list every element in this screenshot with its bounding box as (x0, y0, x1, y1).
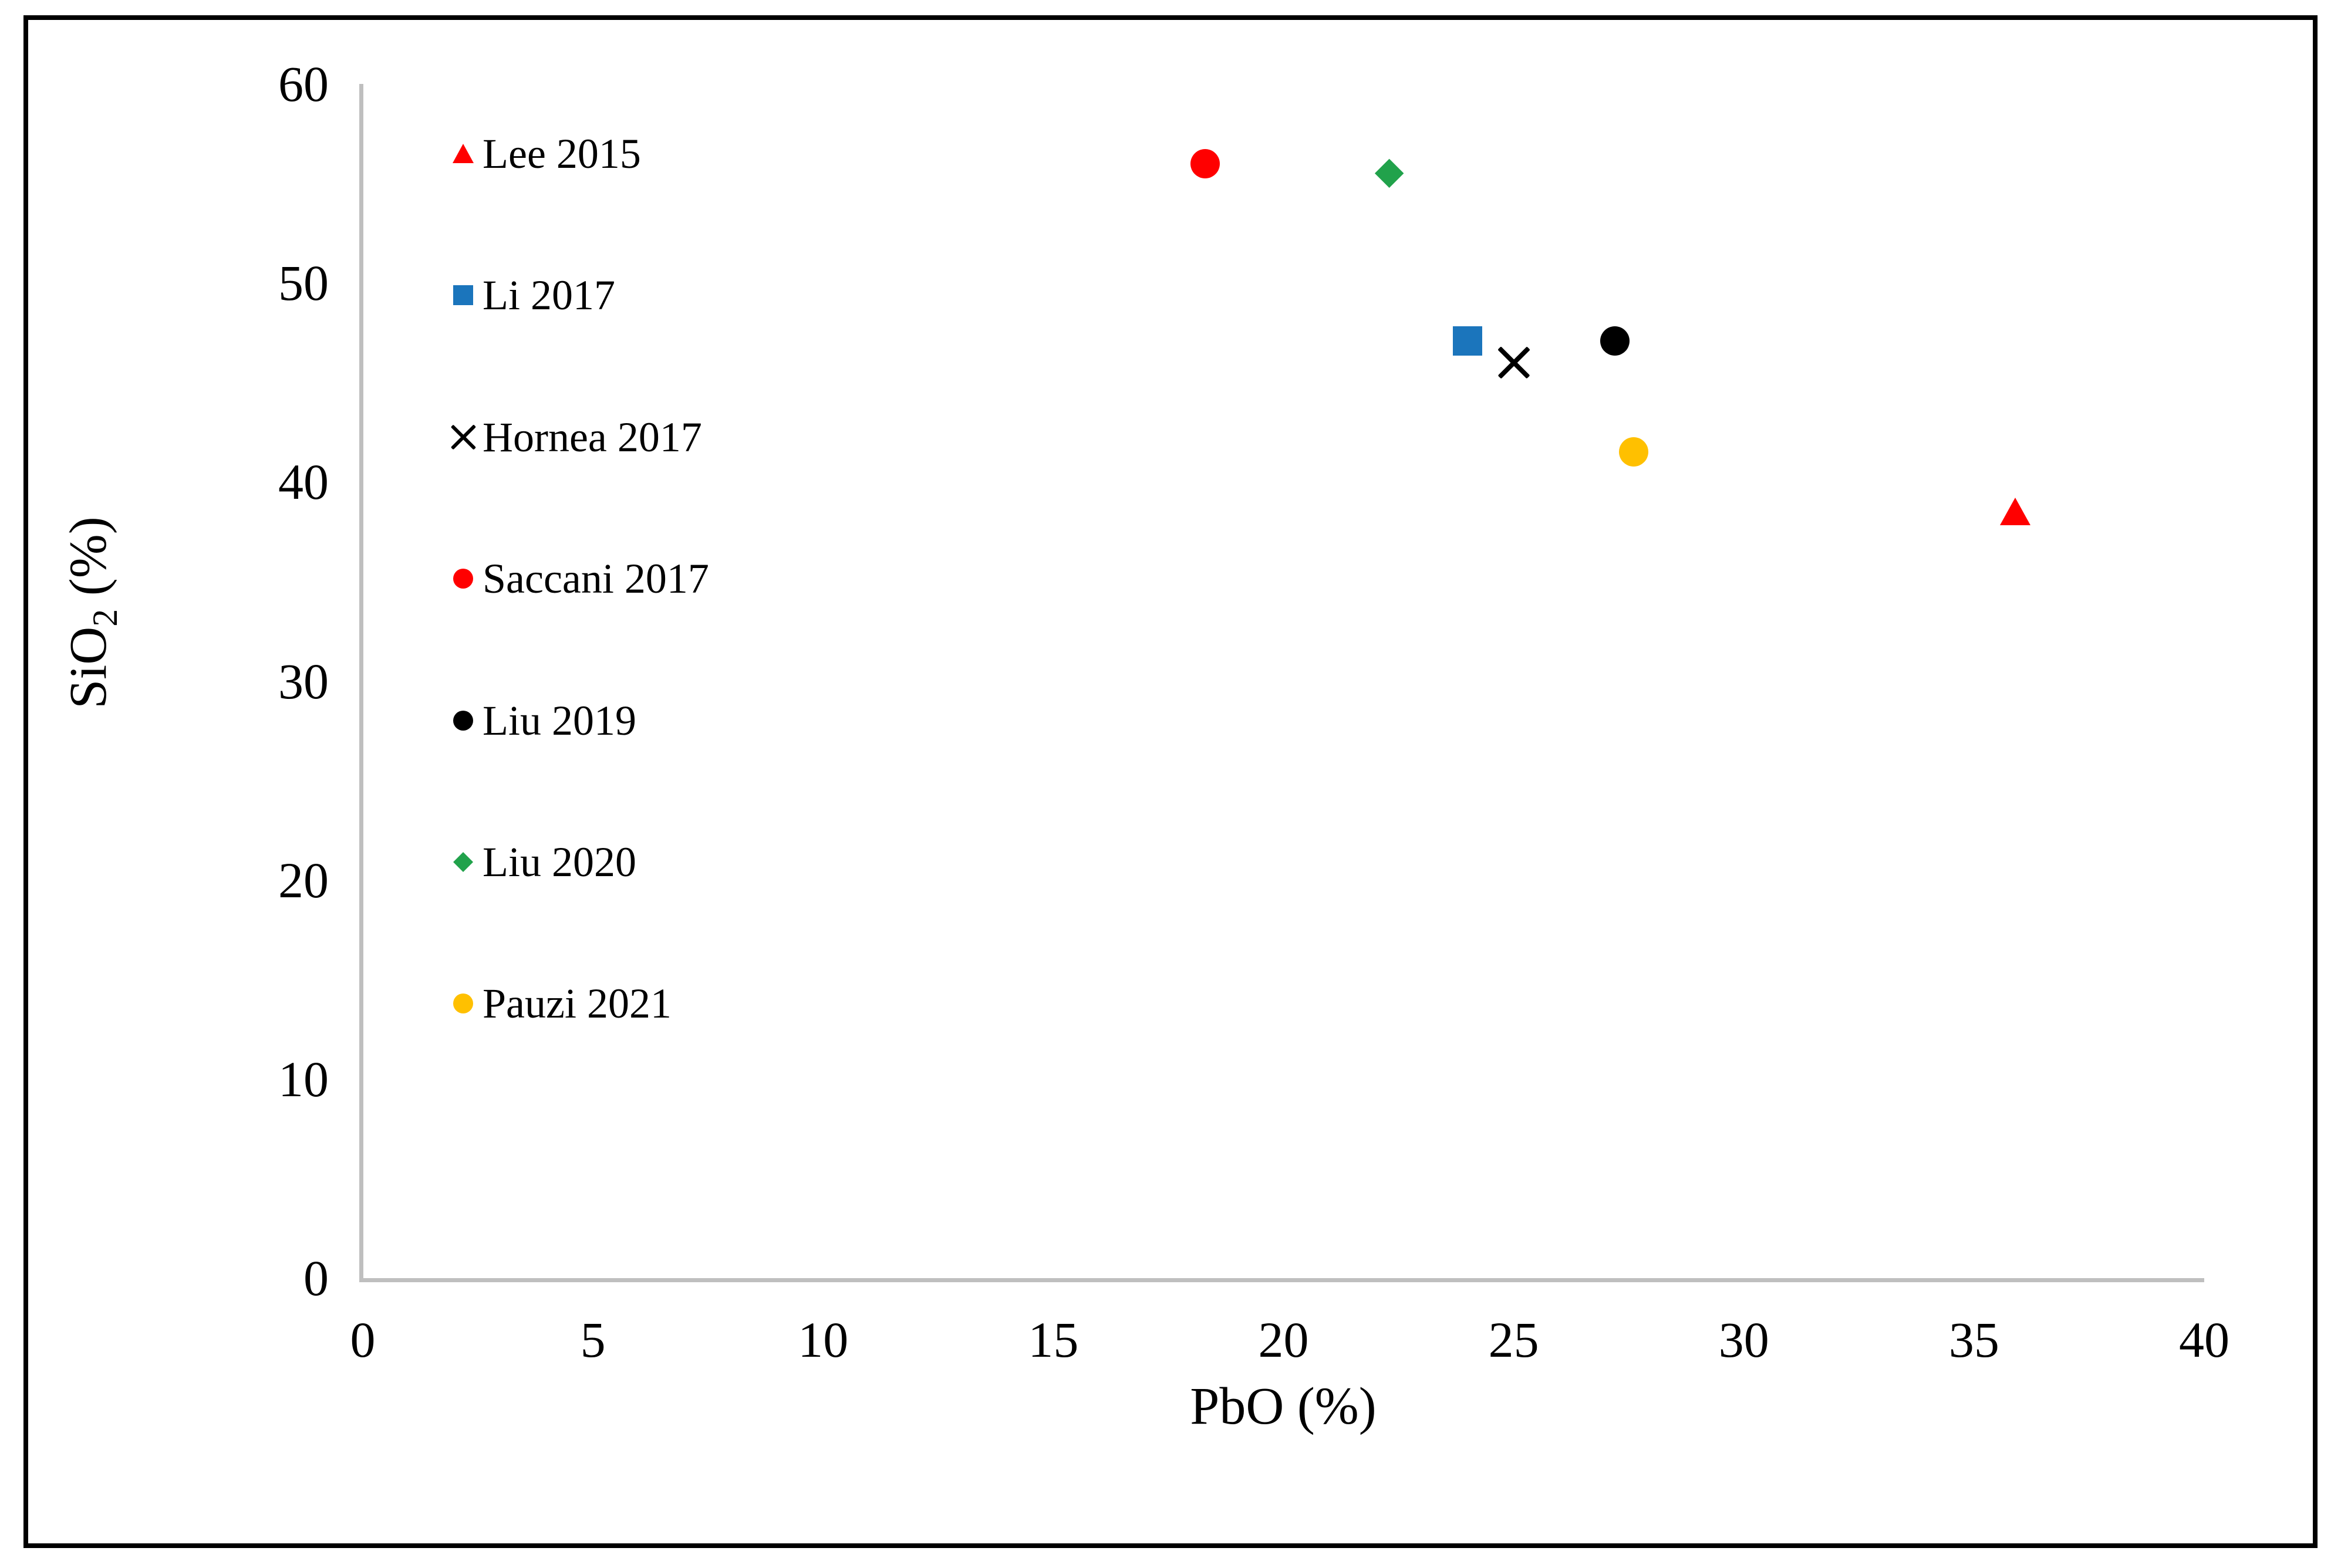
y-tick-label: 40 (278, 454, 329, 511)
y-tick-label: 60 (278, 56, 329, 112)
legend-marker-liu-2019 (453, 710, 473, 731)
legend-marker-hornea-2017 (450, 424, 476, 450)
x-tick-label: 40 (2179, 1312, 2229, 1368)
data-point-pauzi-2021 (1618, 437, 1648, 467)
legend-label-pauzi-2021: Pauzi 2021 (483, 980, 672, 1028)
legend-label-lee-2015: Lee 2015 (483, 130, 641, 177)
legend-label-liu-2020: Liu 2020 (483, 839, 636, 886)
y-tick-label: 0 (303, 1250, 329, 1306)
x-tick-label: 0 (350, 1312, 376, 1368)
y-axis-title-main: SiO (59, 626, 117, 709)
y-tick-label: 20 (278, 851, 329, 908)
x-tick-label: 20 (1258, 1312, 1309, 1368)
x-tick-label: 35 (1948, 1312, 1999, 1368)
y-axis-title: SiO2 (%) (49, 437, 144, 789)
data-point-li-2017 (1453, 326, 1483, 356)
y-axis-title-subscript: 2 (86, 609, 124, 627)
data-point-saccani-2017 (1190, 148, 1220, 178)
y-axis-title-unit: (%) (59, 516, 117, 609)
x-tick-label: 10 (798, 1312, 849, 1368)
y-tick-label: 50 (278, 255, 329, 312)
data-point-lee-2015 (2000, 498, 2031, 526)
x-tick-label: 5 (580, 1312, 606, 1368)
y-tick-label: 10 (278, 1050, 329, 1107)
legend-label-li-2017: Li 2017 (483, 272, 615, 319)
legend-label-liu-2019: Liu 2019 (483, 697, 636, 744)
x-axis-title: PbO (%) (1190, 1377, 1377, 1435)
legend-marker-lee-2015 (453, 144, 474, 164)
legend-marker-li-2017 (453, 285, 473, 306)
y-tick-label: 30 (278, 653, 329, 709)
legend-label-saccani-2017: Saccani 2017 (483, 555, 709, 603)
x-tick-label: 30 (1718, 1312, 1769, 1368)
legend-marker-saccani-2017 (453, 569, 473, 589)
legend-label-hornea-2017: Hornea 2017 (483, 413, 702, 461)
x-tick-label: 25 (1488, 1312, 1539, 1368)
legend-marker-pauzi-2021 (453, 993, 473, 1014)
data-point-liu-2019 (1600, 326, 1630, 356)
plot-area (359, 84, 2204, 1282)
x-tick-label: 15 (1028, 1312, 1079, 1368)
data-point-hornea-2017 (1497, 346, 1530, 379)
figure-border (23, 15, 2318, 1548)
